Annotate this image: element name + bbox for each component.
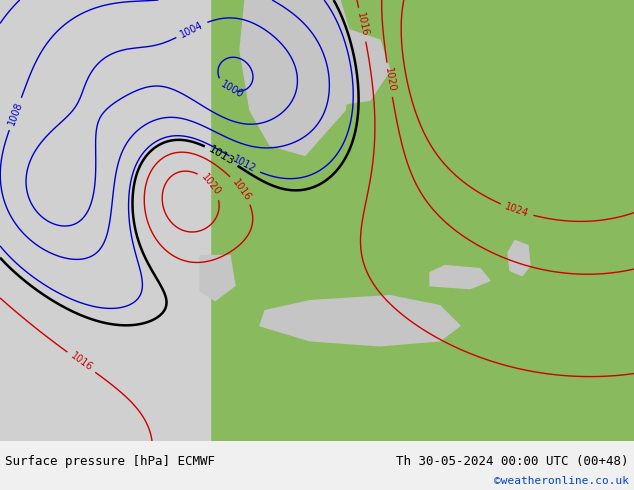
Text: 1004: 1004	[178, 20, 205, 40]
Polygon shape	[200, 256, 235, 301]
Text: Surface pressure [hPa] ECMWF: Surface pressure [hPa] ECMWF	[5, 455, 215, 468]
Polygon shape	[430, 266, 490, 289]
Polygon shape	[240, 0, 355, 155]
Text: 1016: 1016	[68, 351, 94, 373]
Text: 1020: 1020	[200, 172, 223, 197]
Text: 1008: 1008	[6, 100, 24, 127]
Text: Th 30-05-2024 00:00 UTC (00+48): Th 30-05-2024 00:00 UTC (00+48)	[396, 455, 629, 468]
Polygon shape	[310, 30, 390, 105]
Text: 1016: 1016	[355, 12, 370, 38]
Polygon shape	[508, 241, 530, 275]
Polygon shape	[260, 295, 460, 346]
Bar	[195, 0, 634, 441]
Text: 1013: 1013	[207, 144, 236, 167]
Text: 1000: 1000	[219, 79, 245, 100]
Text: ©weatheronline.co.uk: ©weatheronline.co.uk	[494, 476, 629, 486]
Text: 1012: 1012	[231, 154, 257, 175]
Text: 1024: 1024	[503, 201, 530, 219]
Text: 1016: 1016	[230, 177, 252, 202]
Text: 1020: 1020	[383, 67, 396, 93]
Bar	[0, 0, 210, 441]
